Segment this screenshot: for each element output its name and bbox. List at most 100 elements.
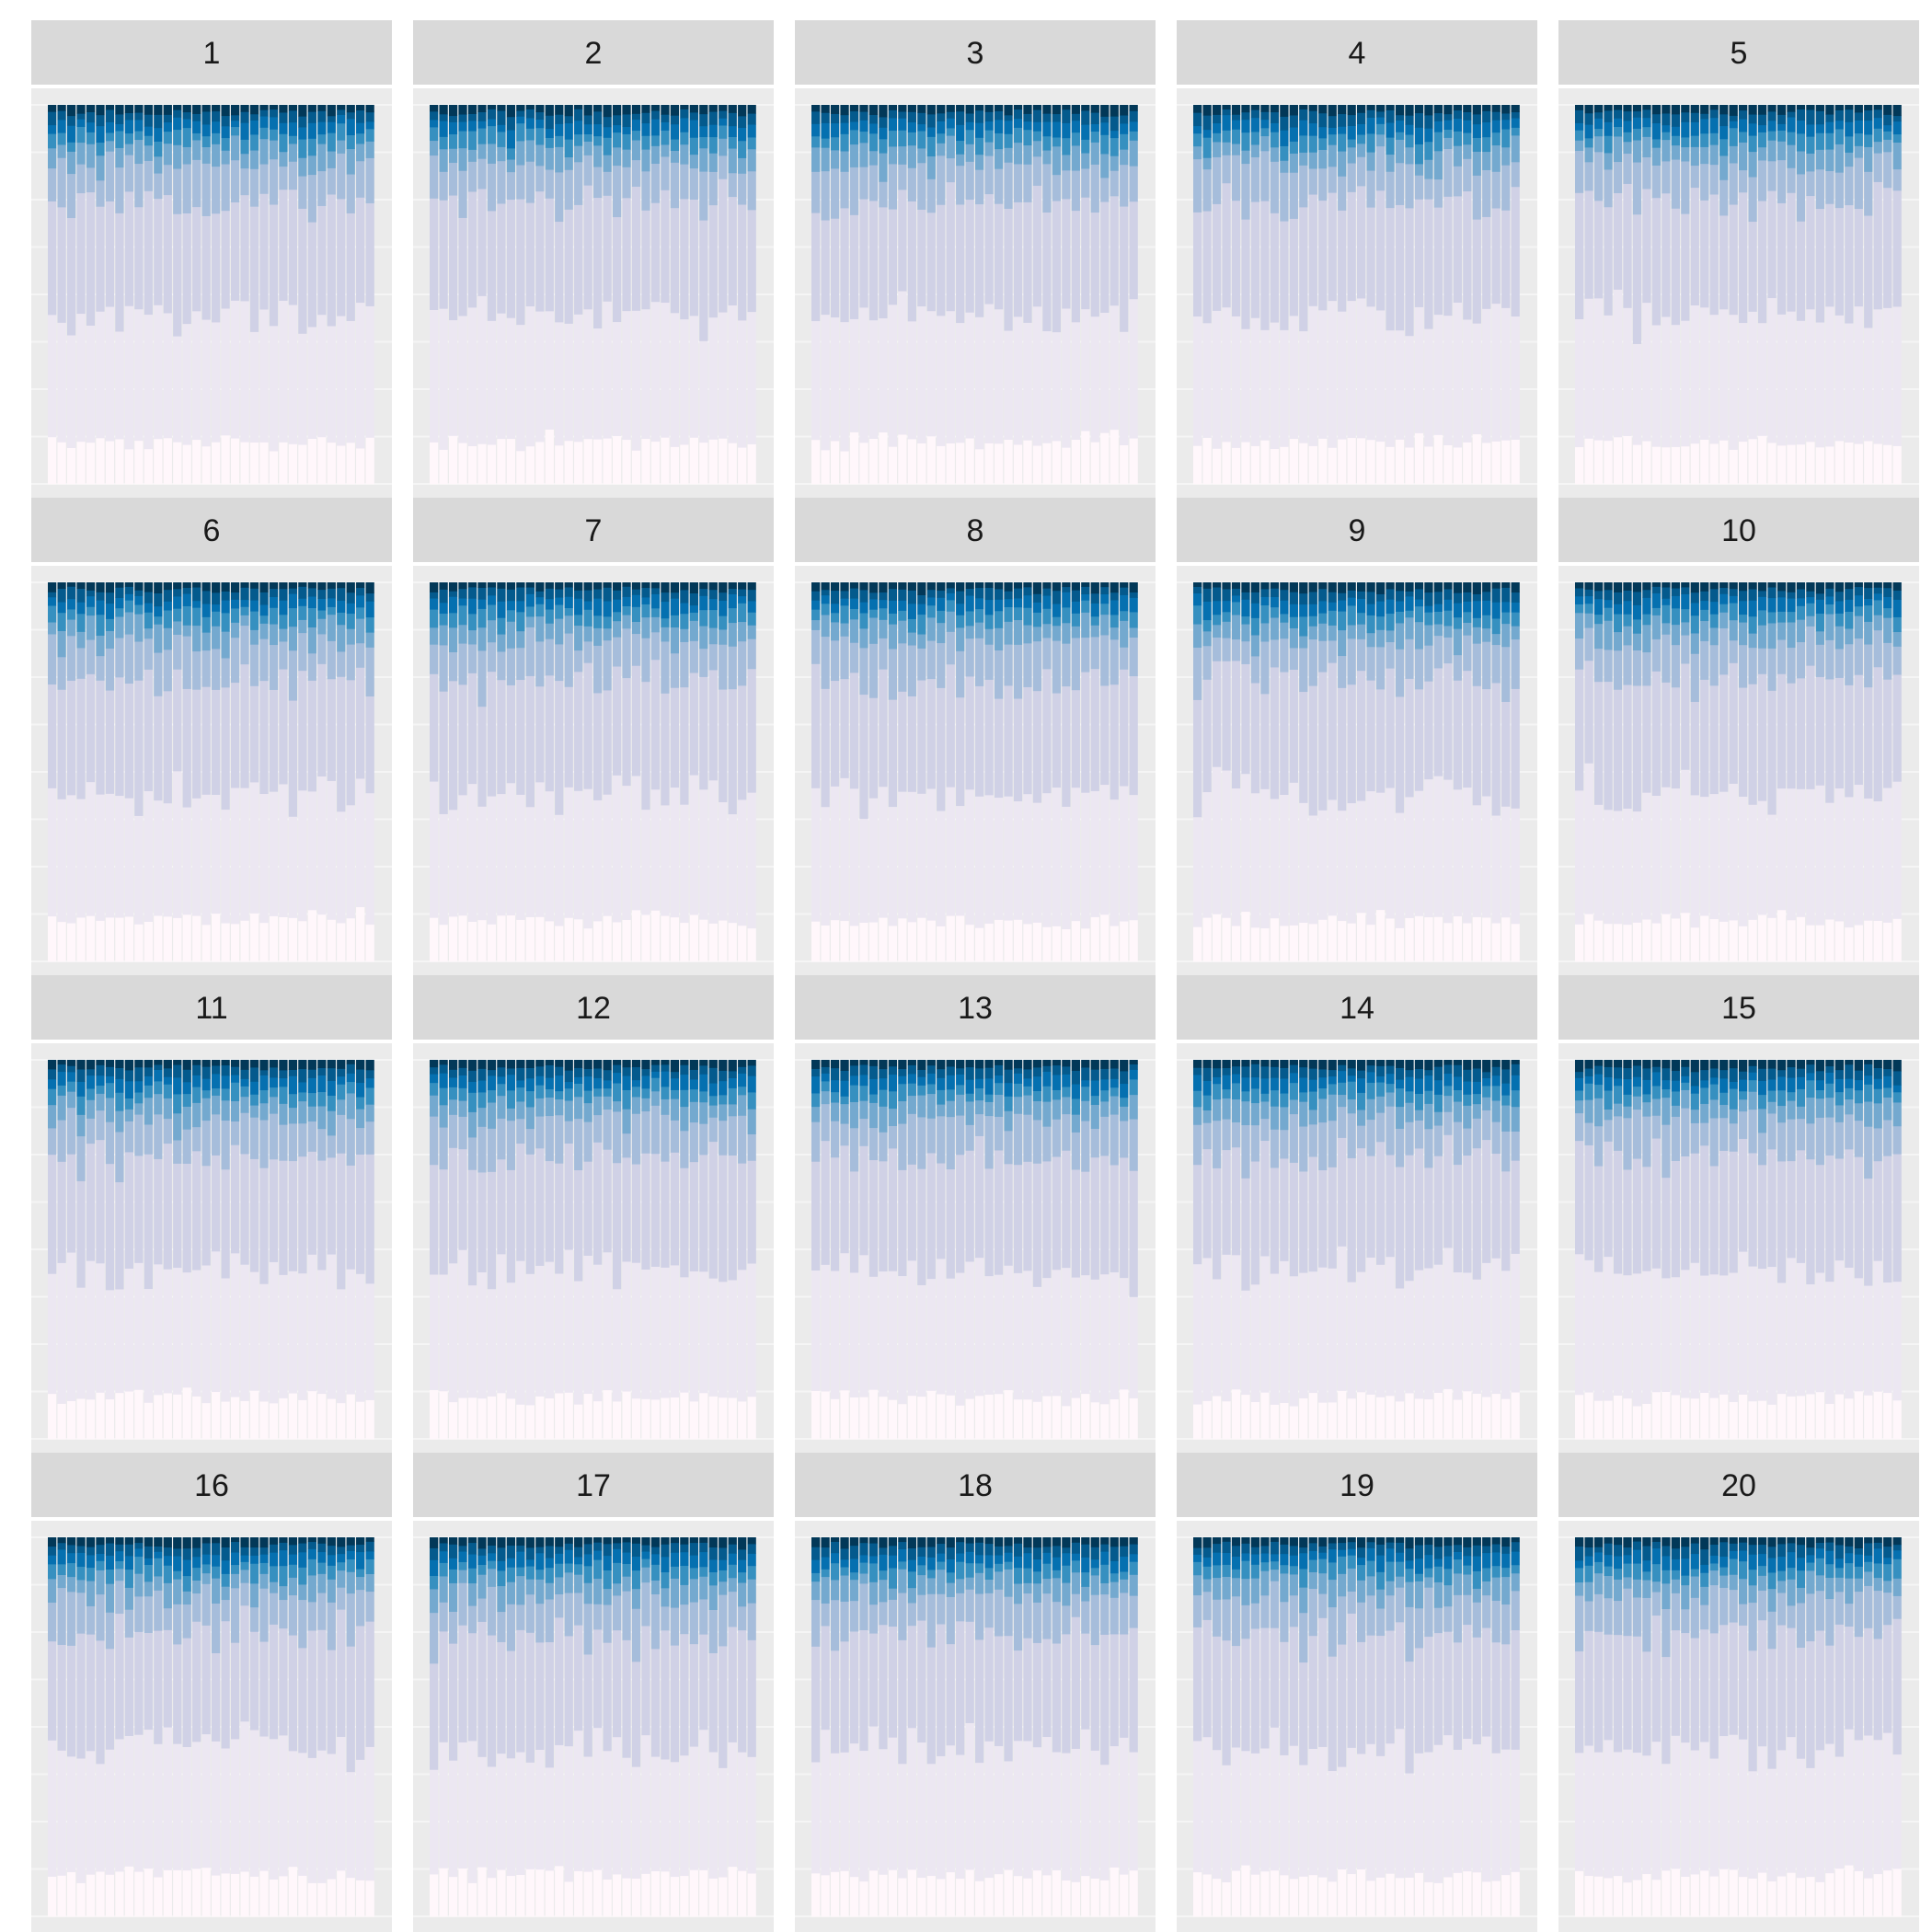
bar-segment-layer-3 bbox=[1395, 1167, 1405, 1289]
bar-segment-layer-1 bbox=[439, 449, 448, 485]
bar-segment-layer-3 bbox=[1690, 701, 1699, 796]
bar-segment-layer-8 bbox=[661, 114, 670, 122]
bar-segment-layer-7 bbox=[1222, 114, 1231, 131]
bar bbox=[57, 1060, 66, 1440]
bar-segment-layer-3 bbox=[221, 210, 230, 309]
bar-segment-layer-7 bbox=[1593, 118, 1604, 130]
bar-segment-layer-4 bbox=[1222, 1119, 1231, 1151]
bar-segment-layer-5 bbox=[201, 1098, 211, 1121]
bar-segment-layer-3 bbox=[1375, 689, 1386, 793]
bar-segment-layer-5 bbox=[1739, 142, 1748, 171]
bar-segment-layer-6 bbox=[603, 615, 612, 629]
bar-segment-layer-5 bbox=[1729, 145, 1738, 164]
bar-segment-layer-1 bbox=[1662, 446, 1671, 485]
bar-segment-layer-7 bbox=[1202, 601, 1212, 621]
bar-segment-layer-7 bbox=[1042, 121, 1052, 137]
bar-segment-layer-1 bbox=[965, 924, 974, 962]
bar-segment-layer-5 bbox=[545, 623, 554, 639]
bar-segment-layer-1 bbox=[57, 1403, 66, 1440]
bar-segment-layer-1 bbox=[221, 923, 230, 962]
bar-segment-layer-2 bbox=[1623, 307, 1632, 436]
bar-segment-layer-4 bbox=[1472, 1118, 1481, 1149]
bar-segment-layer-6 bbox=[708, 609, 718, 628]
bar-segment-layer-8 bbox=[346, 1064, 355, 1074]
bar-segment-layer-8 bbox=[448, 591, 458, 597]
bar-segment-layer-3 bbox=[221, 686, 230, 811]
bar-segment-layer-1 bbox=[1700, 439, 1709, 485]
bar-segment-layer-4 bbox=[1806, 170, 1815, 197]
bar bbox=[946, 1060, 955, 1440]
bar-segment-layer-2 bbox=[192, 310, 201, 441]
bar-segment-layer-1 bbox=[182, 1386, 191, 1440]
bar-segment-layer-1 bbox=[1318, 919, 1328, 962]
bar-segment-layer-5 bbox=[525, 140, 535, 162]
bar-segment-layer-5 bbox=[1623, 141, 1632, 155]
bar-segment-layer-2 bbox=[506, 782, 516, 916]
bar-segment-layer-3 bbox=[1584, 660, 1593, 764]
bar-segment-layer-7 bbox=[975, 597, 984, 610]
bar-segment-layer-2 bbox=[888, 304, 898, 447]
bar-segment-layer-7 bbox=[448, 121, 458, 135]
bar-segment-layer-4 bbox=[1071, 1132, 1080, 1170]
bar-segment-layer-8 bbox=[1081, 1067, 1090, 1081]
bar-segment-layer-2 bbox=[1845, 797, 1854, 928]
bar-segment-layer-6 bbox=[1681, 608, 1690, 623]
bar-segment-layer-6 bbox=[1796, 133, 1806, 152]
bar-segment-layer-1 bbox=[288, 1393, 298, 1440]
bar-segment-layer-5 bbox=[1081, 612, 1090, 638]
bar-segment-layer-8 bbox=[1491, 588, 1501, 603]
bar-segment-layer-9 bbox=[1212, 582, 1222, 588]
bar-segment-layer-4 bbox=[467, 161, 477, 192]
bar-segment-layer-6 bbox=[1212, 1083, 1222, 1100]
bar-segment-layer-6 bbox=[747, 1092, 756, 1110]
bar-segment-layer-1 bbox=[689, 1401, 698, 1440]
bar-segment-layer-7 bbox=[1739, 600, 1748, 615]
bar-segment-layer-3 bbox=[859, 694, 868, 820]
bar-segment-layer-2 bbox=[1729, 783, 1738, 921]
bar-segment-layer-2 bbox=[134, 1262, 144, 1390]
bar-segment-layer-6 bbox=[926, 604, 936, 618]
bar-segment-layer-7 bbox=[719, 1080, 728, 1096]
bar-segment-layer-6 bbox=[1883, 131, 1892, 140]
bar-segment-layer-4 bbox=[259, 1120, 269, 1168]
bar-segment-layer-6 bbox=[1623, 132, 1632, 143]
bar-segment-layer-4 bbox=[1260, 150, 1270, 201]
bar-segment-layer-9 bbox=[1623, 105, 1632, 112]
bar-segment-layer-3 bbox=[593, 1142, 603, 1265]
bar-segment-layer-6 bbox=[545, 1088, 554, 1098]
bar-segment-layer-9 bbox=[708, 1060, 718, 1068]
bar-segment-layer-9 bbox=[497, 582, 506, 589]
bar-segment-layer-6 bbox=[574, 1083, 583, 1098]
bar-segment-layer-6 bbox=[738, 1086, 747, 1096]
bar-segment-layer-7 bbox=[1081, 1079, 1090, 1087]
bar-segment-layer-7 bbox=[307, 596, 316, 609]
bar-segment-layer-2 bbox=[622, 1261, 631, 1392]
bar-segment-layer-3 bbox=[1260, 693, 1270, 789]
bar bbox=[747, 582, 756, 962]
bar-segment-layer-2 bbox=[708, 1278, 718, 1397]
bar-segment-layer-1 bbox=[173, 917, 182, 962]
bar-segment-layer-1 bbox=[830, 441, 840, 485]
bar-segment-layer-1 bbox=[1700, 915, 1709, 962]
bar bbox=[201, 582, 211, 962]
bar-segment-layer-6 bbox=[811, 1093, 821, 1108]
bar bbox=[1787, 582, 1796, 962]
bar bbox=[622, 582, 631, 962]
bar-segment-layer-3 bbox=[975, 685, 984, 797]
bar bbox=[497, 582, 506, 962]
bar bbox=[1193, 582, 1202, 962]
bar bbox=[212, 582, 221, 962]
bar-segment-layer-9 bbox=[1719, 105, 1729, 115]
bar-segment-layer-8 bbox=[1280, 589, 1289, 601]
bar bbox=[448, 105, 458, 485]
bar-segment-layer-8 bbox=[1651, 113, 1662, 124]
bar-segment-layer-7 bbox=[487, 1075, 497, 1091]
bar-segment-layer-3 bbox=[1511, 1160, 1520, 1254]
bar-segment-layer-6 bbox=[1433, 1094, 1443, 1112]
bar bbox=[1375, 582, 1386, 962]
bar-segment-layer-6 bbox=[448, 1087, 458, 1100]
bar-segment-layer-8 bbox=[1453, 592, 1462, 604]
bar-segment-layer-9 bbox=[917, 105, 926, 113]
bar-segment-layer-4 bbox=[365, 647, 374, 697]
bar-segment-layer-3 bbox=[583, 185, 592, 310]
